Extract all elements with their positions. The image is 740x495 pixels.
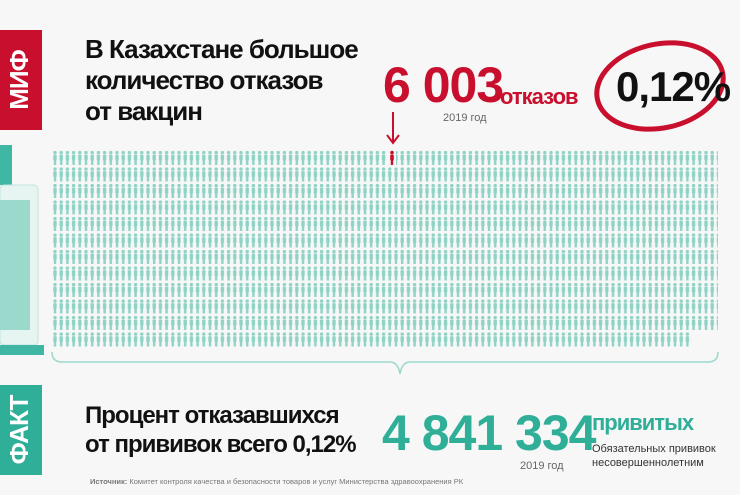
people-grid <box>52 150 718 332</box>
syringe <box>0 145 44 355</box>
vaccinated-number: 4 841 334 <box>382 405 597 461</box>
refusal-number: 6 003 <box>383 57 503 113</box>
myth-tab-label: МИФ <box>4 49 34 109</box>
vaccinated-note: несовершеннолетним <box>592 457 704 469</box>
myth-tab <box>0 30 42 130</box>
source: Источник: Комитет контроля качества и бе… <box>90 477 464 486</box>
fact-line: от прививок всего 0,12% <box>85 431 356 458</box>
arrow <box>386 112 400 145</box>
fact-tab <box>0 385 42 475</box>
source-label: Источник: <box>90 477 127 486</box>
fact-tab-label: ФАКТ <box>4 395 34 465</box>
percent-circle <box>594 40 726 132</box>
myth-line: от вакцин <box>85 96 202 126</box>
vaccinated-label: привитых <box>592 410 695 435</box>
vaccinated-note: Обязательных прививок <box>592 443 716 455</box>
percent: 0,12% <box>616 63 731 110</box>
myth-line: количество отказов <box>85 65 322 95</box>
fact-line: Процент отказавшихся <box>85 402 339 429</box>
refusal-label: отказов <box>500 84 578 109</box>
source-text: Комитет контроля качества и безопасности… <box>129 477 463 486</box>
vaccinated-year: 2019 год <box>520 460 564 472</box>
bracket <box>51 351 719 375</box>
myth-line: В Казахстане большое <box>85 34 358 64</box>
people-grid <box>52 331 692 348</box>
refusal-year: 2019 год <box>443 112 487 124</box>
refusal-person <box>388 150 396 166</box>
